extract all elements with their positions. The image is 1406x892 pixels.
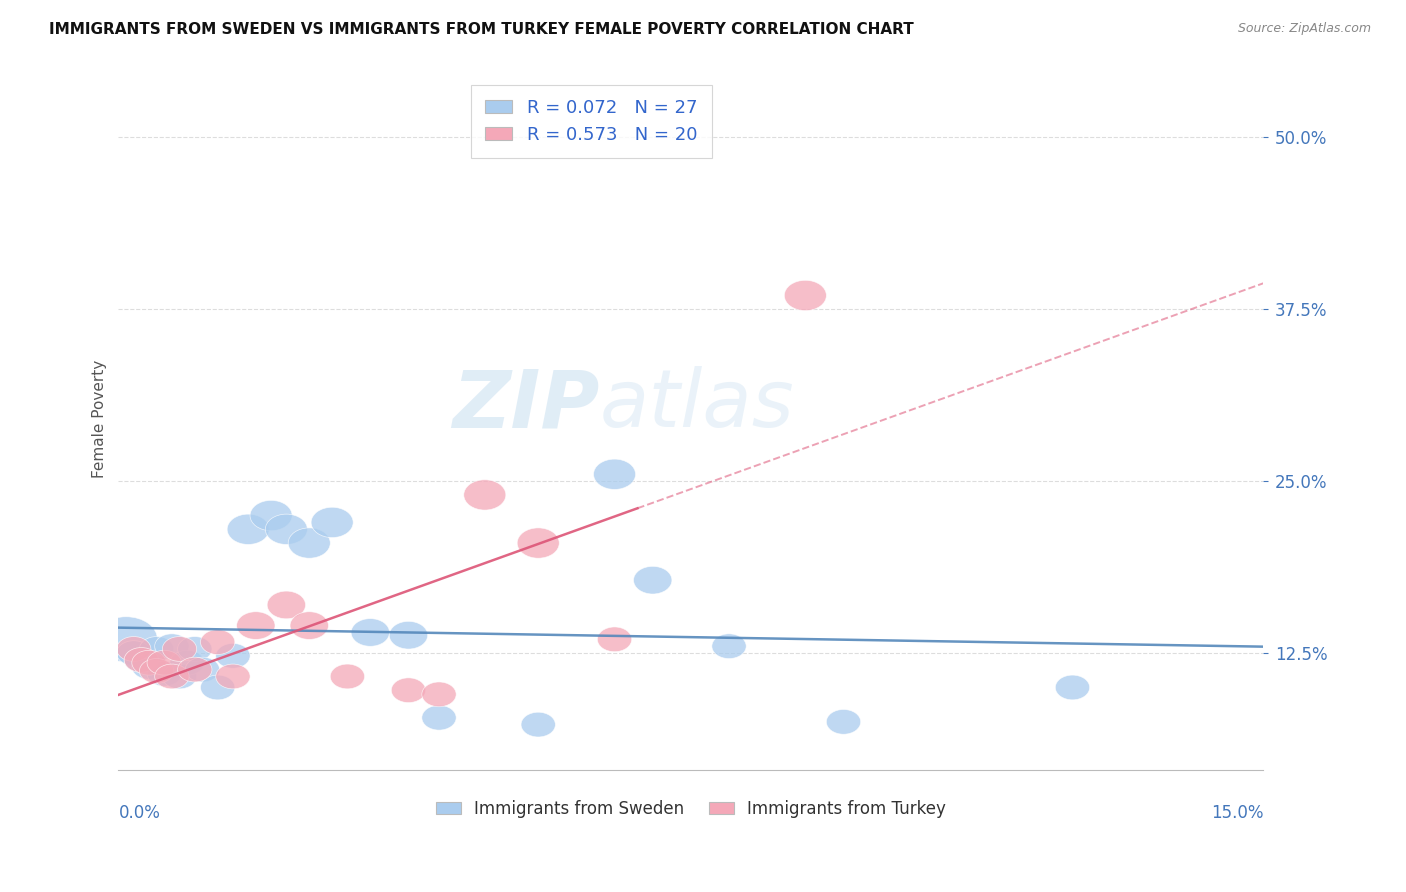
Ellipse shape	[94, 616, 157, 662]
Legend: Immigrants from Sweden, Immigrants from Turkey: Immigrants from Sweden, Immigrants from …	[429, 794, 953, 825]
Ellipse shape	[177, 657, 212, 682]
Ellipse shape	[422, 706, 456, 731]
Ellipse shape	[124, 648, 159, 673]
Ellipse shape	[124, 648, 159, 673]
Ellipse shape	[177, 637, 212, 661]
Ellipse shape	[228, 514, 269, 544]
Ellipse shape	[148, 650, 181, 675]
Text: 0.0%: 0.0%	[118, 805, 160, 822]
Ellipse shape	[517, 528, 560, 558]
Ellipse shape	[162, 637, 197, 661]
Ellipse shape	[117, 637, 150, 661]
Ellipse shape	[352, 619, 389, 647]
Ellipse shape	[148, 661, 181, 686]
Ellipse shape	[139, 658, 174, 683]
Ellipse shape	[155, 664, 188, 689]
Ellipse shape	[117, 640, 150, 665]
Ellipse shape	[290, 612, 329, 640]
Ellipse shape	[132, 650, 166, 675]
Ellipse shape	[311, 508, 353, 538]
Ellipse shape	[201, 675, 235, 700]
Text: Source: ZipAtlas.com: Source: ZipAtlas.com	[1237, 22, 1371, 36]
Ellipse shape	[389, 622, 427, 649]
Ellipse shape	[422, 682, 456, 706]
Text: ZIP: ZIP	[451, 367, 599, 444]
Text: 15.0%: 15.0%	[1211, 805, 1264, 822]
Ellipse shape	[593, 459, 636, 490]
Text: IMMIGRANTS FROM SWEDEN VS IMMIGRANTS FROM TURKEY FEMALE POVERTY CORRELATION CHAR: IMMIGRANTS FROM SWEDEN VS IMMIGRANTS FRO…	[49, 22, 914, 37]
Ellipse shape	[215, 664, 250, 689]
Text: atlas: atlas	[599, 367, 794, 444]
Ellipse shape	[1056, 675, 1090, 700]
Ellipse shape	[267, 591, 305, 619]
Ellipse shape	[288, 528, 330, 558]
Ellipse shape	[215, 643, 250, 668]
Ellipse shape	[132, 655, 166, 679]
Ellipse shape	[139, 637, 174, 661]
Ellipse shape	[201, 630, 235, 655]
Ellipse shape	[236, 612, 276, 640]
Ellipse shape	[186, 657, 219, 682]
Ellipse shape	[250, 500, 292, 531]
Ellipse shape	[391, 678, 426, 703]
Ellipse shape	[266, 514, 308, 544]
Ellipse shape	[598, 627, 631, 652]
Ellipse shape	[827, 709, 860, 734]
Y-axis label: Female Poverty: Female Poverty	[93, 360, 107, 478]
Ellipse shape	[170, 650, 204, 675]
Ellipse shape	[162, 664, 197, 689]
Ellipse shape	[330, 664, 364, 689]
Ellipse shape	[785, 280, 827, 310]
Ellipse shape	[522, 712, 555, 737]
Ellipse shape	[155, 634, 188, 658]
Ellipse shape	[464, 480, 506, 510]
Ellipse shape	[711, 634, 747, 658]
Ellipse shape	[634, 566, 672, 594]
